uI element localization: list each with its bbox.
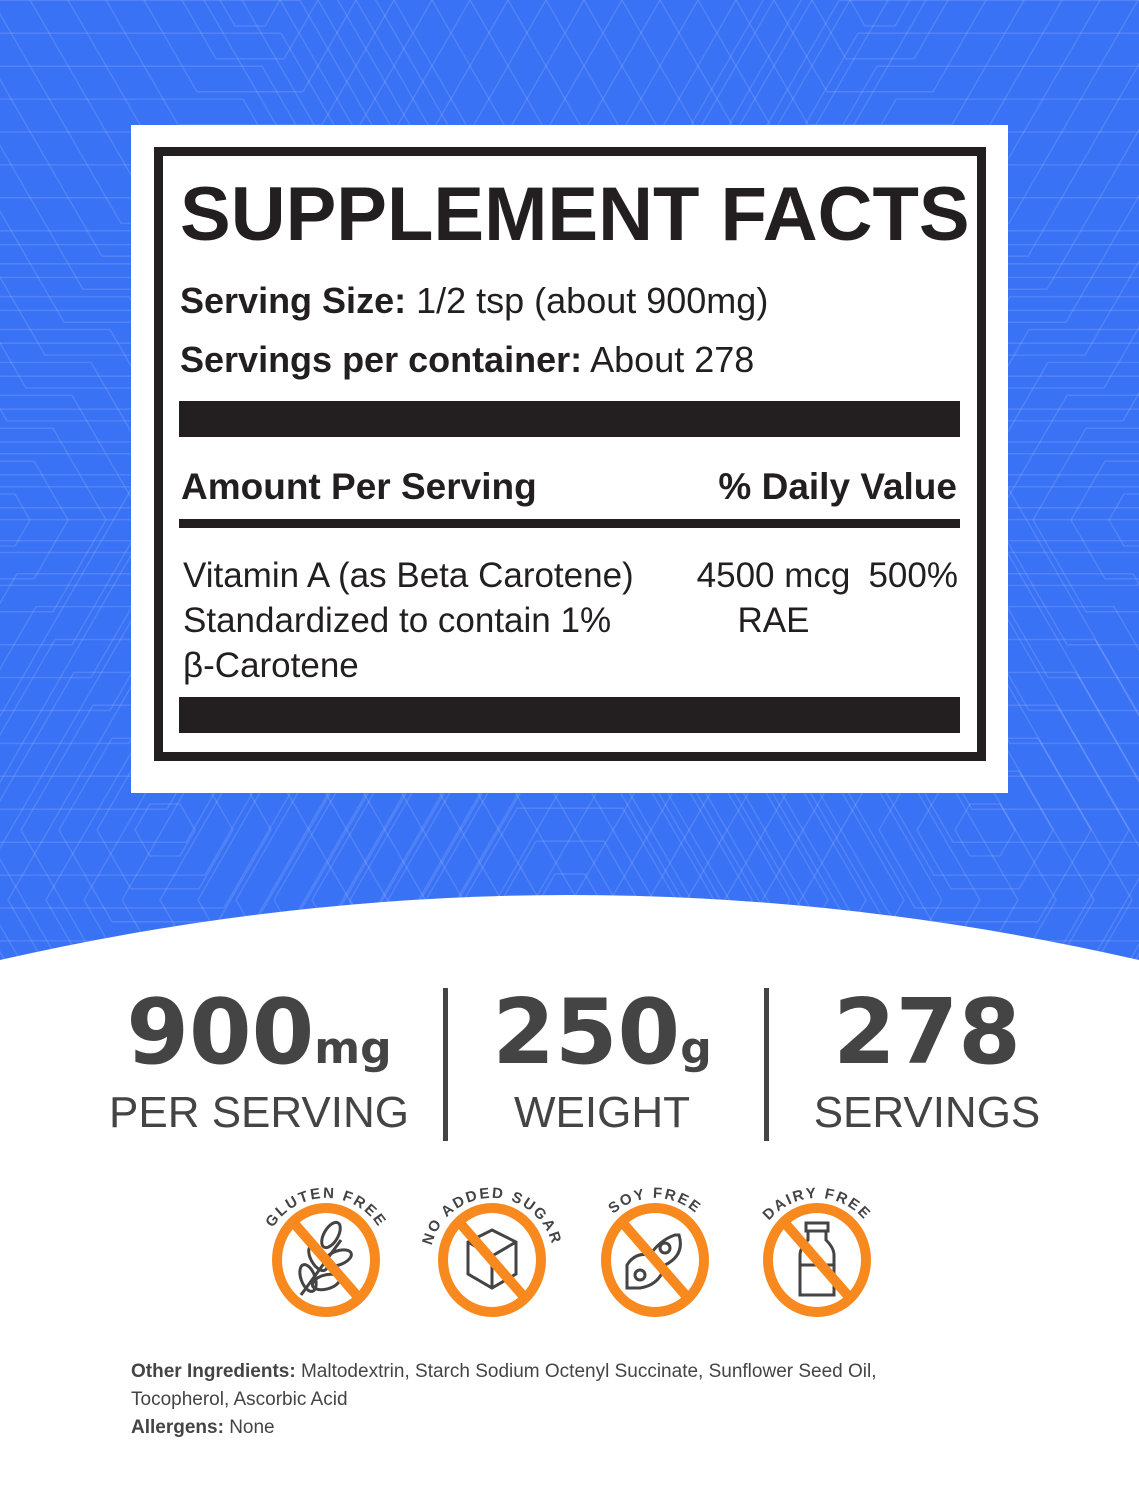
- white-curve: [0, 895, 1139, 1003]
- stat-divider: [764, 988, 769, 1141]
- hexagon-line: [612, 507, 1139, 1000]
- hexagon-line: [0, 328, 221, 712]
- stat-divider: [443, 988, 448, 1141]
- hexagon-line: [460, 375, 1139, 1000]
- hexagon-line: [726, 605, 1139, 1000]
- nutrient-name: Vitamin A (as Beta Carotene) Standardize…: [183, 553, 634, 688]
- name-line: Vitamin A (as Beta Carotene): [183, 556, 634, 595]
- daily-value-header: % Daily Value: [718, 466, 957, 507]
- stat-label: PER SERVING: [109, 1088, 409, 1137]
- servings-per-container: Servings per container: About 278: [180, 339, 754, 381]
- hexagon-line: [916, 770, 1054, 890]
- other-ingredients-label: Other Ingredients:: [131, 1361, 296, 1382]
- servings-value: About 278: [590, 339, 755, 380]
- hexagon-line: [545, 0, 1139, 291]
- serving-size-value: 1/2 tsp (about 900mg): [416, 280, 769, 321]
- prohibition-icon: [763, 1203, 871, 1317]
- hexagon-line: [181, 0, 319, 60]
- badge-soy-free: SOY FREE: [605, 1185, 703, 1290]
- soybean-icon: [625, 1233, 682, 1290]
- hexagon-line: [393, 0, 1139, 422]
- hexagon-line: [469, 0, 1139, 356]
- prohibition-icon: [438, 1203, 546, 1317]
- hexagon-line: [0, 295, 259, 745]
- page-title: SUPPLEMENT FACTS: [180, 172, 970, 257]
- hexagon-line: [0, 32, 563, 1000]
- serving-size: Serving Size: 1/2 tsp (about 900mg): [180, 280, 768, 322]
- hexagon-line: [849, 0, 911, 27]
- facts-frame: [154, 147, 986, 761]
- name-line: β-Carotene: [183, 646, 359, 685]
- hexagon-line: [143, 0, 357, 93]
- stat-number: 900: [126, 980, 315, 1085]
- supplement-facts-card: [131, 125, 1008, 793]
- hexagon-line: [507, 0, 1139, 323]
- allergens-label: Allergens:: [131, 1417, 224, 1438]
- stat-label: WEIGHT: [514, 1088, 690, 1137]
- stat-weight: 250g: [452, 980, 752, 1085]
- stat-label: SERVINGS: [813, 1088, 1041, 1137]
- hexagon-line: [431, 0, 1139, 389]
- hexagon-line: [688, 572, 1139, 1000]
- hexagon-line: [811, 0, 949, 60]
- hexagon-line: [583, 0, 1139, 258]
- hexagon-line: [764, 638, 1139, 1000]
- hexagon-line: [0, 361, 183, 679]
- hexagon-line: [0, 460, 69, 580]
- hexagon-line: [105, 0, 395, 126]
- hexagon-line: [308, 243, 1139, 1000]
- stat-unit: g: [680, 1023, 712, 1074]
- hexagon-line: [384, 309, 1139, 1000]
- hexagon-line: [0, 493, 31, 547]
- serving-size-label: Serving Size:: [180, 280, 407, 321]
- stat-unit: mg: [314, 1023, 392, 1074]
- hexagon-line: [0, 0, 601, 1000]
- badges: GLUTEN FREE NO ADDED SUGAR SOY FREE DAIR…: [262, 1185, 873, 1317]
- hexagon-line: [954, 803, 1016, 857]
- svg-text:NO ADDED SUGAR: NO ADDED SUGAR: [419, 1185, 565, 1247]
- stat-number: 250: [492, 980, 681, 1085]
- hexagon-line: [0, 427, 107, 613]
- servings-label: Servings per container:: [180, 339, 583, 380]
- stat-per-serving: 900mg: [109, 980, 409, 1085]
- hexagon-line: [422, 342, 1139, 1000]
- stat-number: 278: [833, 980, 1021, 1085]
- hexagon-line: [1032, 427, 1139, 613]
- hexagon-line: [134, 803, 196, 857]
- nutrient-dv: 500%: [868, 556, 958, 595]
- hexagon-line: [498, 408, 1139, 1000]
- hexagon-line: [735, 0, 1025, 126]
- allergens-value: None: [229, 1417, 275, 1438]
- other-ingredients-value: Maltodextrin, Starch Sodium Octenyl Succ…: [300, 1361, 877, 1382]
- nutrient-amount: 4500 mcg RAE: [691, 553, 856, 643]
- prohibition-icon: [272, 1203, 380, 1317]
- allergens: Allergens: None: [131, 1417, 275, 1439]
- thick-divider: [179, 697, 960, 733]
- badge-text: NO ADDED SUGAR: [419, 1185, 563, 1247]
- hexagon-line: [219, 0, 281, 27]
- thick-divider: [179, 401, 960, 437]
- hexagon-line: [346, 276, 1139, 1000]
- hexagon-line: [650, 539, 1139, 1000]
- amount-header: Amount Per Serving: [181, 466, 537, 507]
- hexagon-line: [536, 441, 1139, 1000]
- hexagon-line: [574, 474, 1139, 1000]
- stat-servings: 278: [777, 980, 1077, 1085]
- hexagon-line: [621, 0, 1139, 225]
- hexagon-line: [1108, 493, 1139, 547]
- divider: [179, 519, 960, 528]
- amount-line: 4500 mcg: [696, 556, 851, 595]
- other-ingredients: Other Ingredients: Maltodextrin, Starch …: [131, 1361, 877, 1383]
- hexagon-line: [0, 394, 145, 646]
- prohibition-icon: [601, 1203, 709, 1317]
- amount-line: RAE: [737, 601, 810, 640]
- hexagon-line: [773, 0, 987, 93]
- hexagon-line: [1070, 460, 1139, 580]
- name-line: Standardized to contain 1%: [183, 601, 612, 640]
- other-ingredients-cont: Tocopherol, Ascorbic Acid: [131, 1389, 348, 1410]
- hexagon-line: [878, 737, 1092, 923]
